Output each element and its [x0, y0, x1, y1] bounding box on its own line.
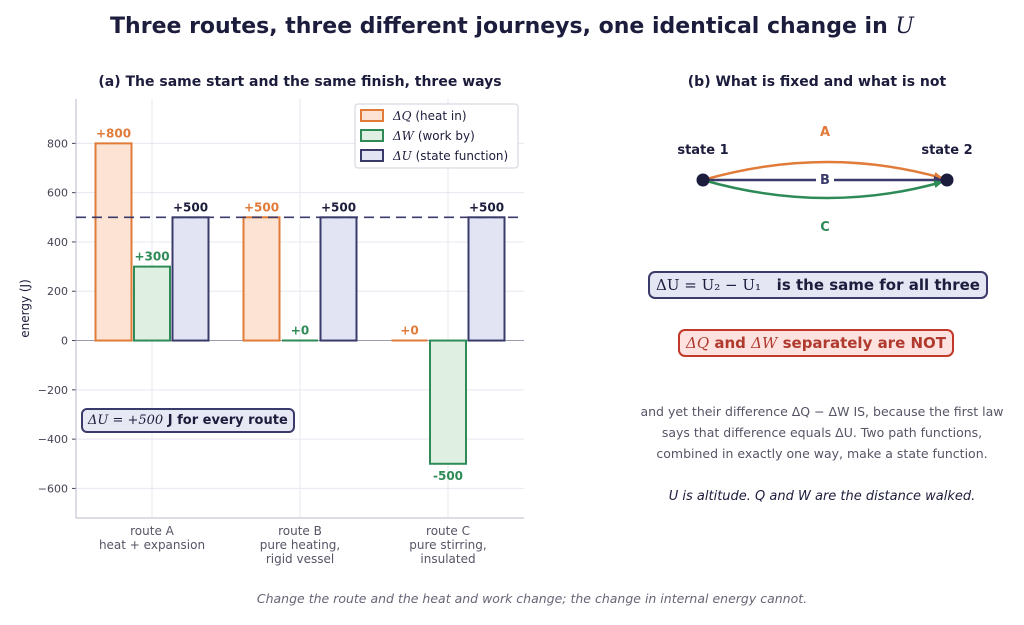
bar-value-label: +0: [400, 324, 418, 338]
path-c-arrow: [702, 178, 943, 200]
bar-value-label: +800: [96, 126, 131, 140]
bar-heat: [94, 142, 133, 342]
x-category-label: rigid vessel: [266, 552, 334, 566]
explanation-text: and yet their difference ΔQ − ΔW IS, bec…: [640, 404, 1004, 461]
bar-value-label: +500: [321, 200, 356, 214]
y-tick-label: 400: [47, 236, 68, 249]
y-tick-label: 800: [47, 137, 68, 150]
legend-description: (work by): [414, 129, 475, 143]
x-category-label: heat + expansion: [99, 538, 205, 552]
x-category-label: route B: [278, 524, 322, 538]
y-tick-label: −400: [38, 433, 68, 446]
footer-caption: Change the route and the heat and work c…: [256, 591, 808, 606]
bar-du: [467, 216, 506, 342]
path-b-label: B: [820, 173, 830, 188]
legend-symbol: ΔU: [392, 149, 413, 163]
bar-work: [429, 339, 467, 465]
du-annotation-box: ΔU = +500 J for every route: [81, 408, 295, 433]
x-category-label: pure stirring,: [409, 538, 486, 552]
bar-chart: −600 −400 −200 0 200 400 600 800 energy (J) +800 +…: [18, 99, 524, 566]
x-category-label: route C: [426, 524, 470, 538]
altitude-analogy: U is altitude. Q and W are the distance …: [668, 489, 976, 504]
main-title: Three routes, three different journeys, …: [110, 14, 914, 39]
legend-symbol: ΔW: [392, 129, 416, 143]
legend-box: [354, 103, 519, 169]
panel-a-title: (a) The same start and the same finish, …: [98, 74, 501, 90]
y-tick-label: −200: [38, 384, 68, 397]
legend-description: (heat in): [412, 109, 467, 123]
x-category-label: pure heating,: [260, 538, 341, 552]
legend-swatch-du: [360, 149, 384, 162]
y-axis-label: energy (J): [18, 279, 32, 338]
legend-entry-work: ΔW (work by): [392, 129, 475, 143]
y-tick-label: 0: [61, 335, 68, 348]
legend-entry-du: ΔU (state function): [392, 149, 508, 163]
legend-swatch-work: [360, 129, 384, 142]
bar-value-label: +0: [291, 324, 309, 338]
path-a-label: A: [820, 125, 830, 140]
path-function-box: ΔQ and ΔW separately are NOT: [678, 329, 955, 357]
x-category-label: route A: [130, 524, 175, 538]
bar-value-label: -500: [433, 469, 463, 483]
bar-heat: [242, 216, 281, 342]
bar-value-label: +500: [244, 200, 279, 214]
state2-label: state 2: [921, 143, 972, 158]
state1-dot: [696, 173, 710, 187]
state1-label: state 1: [677, 143, 728, 158]
bar-value-label: +500: [173, 200, 208, 214]
bar-work: [133, 265, 171, 342]
path-a-arrow: [702, 160, 943, 182]
legend-description: (state function): [412, 149, 508, 163]
bar-du: [171, 216, 210, 342]
state-function-box: ΔU = U₂ − U₁ is the same for all three: [648, 271, 988, 299]
path-b-label-bg: [816, 172, 834, 187]
legend-entry-heat: ΔQ (heat in): [392, 109, 467, 123]
bar-value-label: +300: [134, 250, 169, 264]
bar-du: [319, 216, 358, 342]
panel-b-title: (b) What is fixed and what is not: [688, 74, 947, 90]
bar-value-label: +500: [469, 200, 504, 214]
x-category-label: insulated: [420, 552, 475, 566]
state2-dot: [940, 173, 954, 187]
path-c-label: C: [820, 220, 830, 235]
route-diagram: state 1 state 2 A B C: [677, 125, 972, 235]
legend-swatch-heat: [360, 109, 384, 122]
y-tick-label: −600: [38, 482, 68, 495]
legend-symbol: ΔQ: [392, 109, 412, 123]
y-tick-label: 600: [47, 187, 68, 200]
y-tick-label: 200: [47, 285, 68, 298]
